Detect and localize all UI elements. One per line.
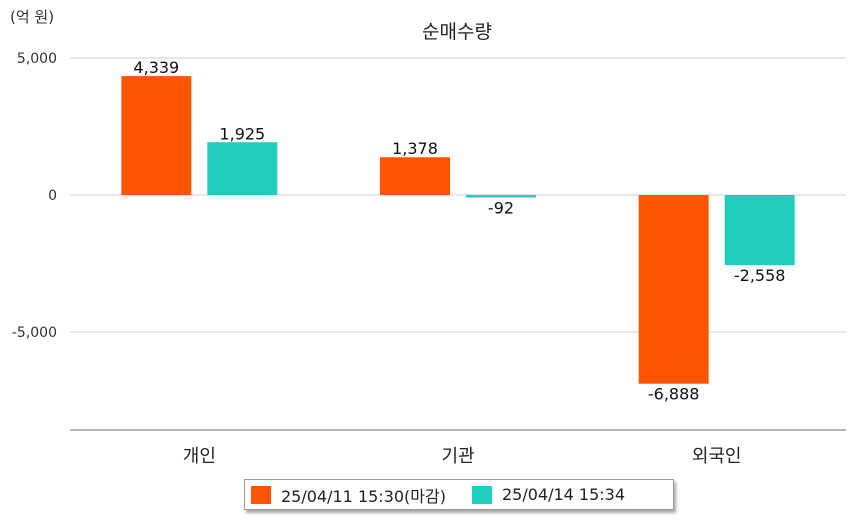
bar (380, 157, 450, 195)
x-category-label: 기관 (441, 446, 474, 467)
bar (207, 142, 278, 195)
data-label: -6,888 (648, 385, 700, 404)
legend-label-series-1: 25/04/11 15:30(마감) (281, 486, 446, 506)
y-tick-label: 0 (48, 188, 57, 204)
data-label: -92 (488, 199, 514, 218)
data-label: -2,558 (734, 266, 786, 285)
data-label: 1,378 (392, 139, 438, 158)
legend-item-series-1[interactable]: 25/04/11 15:30(마감) (251, 483, 446, 507)
legend-swatch-series-2 (471, 485, 492, 504)
legend-item-series-2[interactable]: 25/04/14 15:34 (471, 485, 626, 504)
chart-title: 순매수량 (422, 21, 492, 43)
legend-swatch-series-1 (251, 485, 271, 504)
x-category-label: 개인 (183, 446, 216, 467)
bar (724, 195, 795, 266)
chart-legend: 25/04/11 15:30(마감) 25/04/14 15:34 (244, 479, 674, 510)
data-label: 4,339 (133, 58, 179, 77)
bar (466, 195, 536, 198)
bar (638, 195, 709, 384)
x-category-label: 외국인 (692, 446, 742, 467)
y-tick-label: 5,000 (17, 51, 57, 67)
legend-label-series-2: 25/04/14 15:34 (501, 485, 626, 504)
y-tick-label: -5,000 (12, 325, 57, 341)
bar (121, 76, 192, 195)
data-label: 1,925 (219, 124, 265, 143)
unit-label: (억 원) (10, 8, 55, 26)
